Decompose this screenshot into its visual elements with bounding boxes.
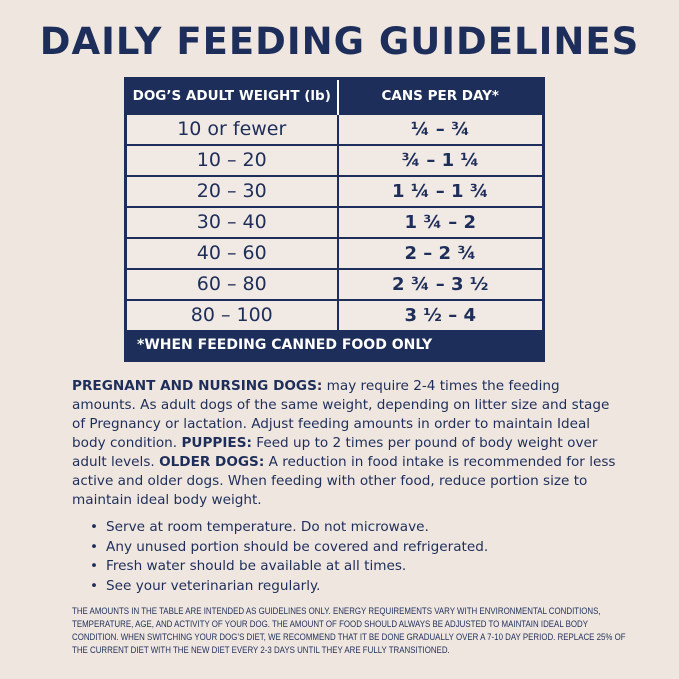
cans-cell: ¼ – ¾ bbox=[337, 112, 544, 145]
cans-cell: 1 ¾ – 2 bbox=[337, 205, 544, 238]
table-row: 80 – 100 3 ½ – 4 bbox=[125, 298, 544, 331]
fine-print: THE AMOUNTS IN THE TABLE ARE INTENDED AS… bbox=[72, 606, 626, 655]
older-label: OLDER DOGS: bbox=[159, 454, 265, 470]
list-item: Fresh water should be available at all t… bbox=[90, 557, 488, 577]
table-row: 10 or fewer ¼ – ¾ bbox=[125, 112, 544, 145]
pregnant-text: may require 2-4 times the feeding amount… bbox=[72, 378, 610, 451]
table-row: 10 – 20 ¾ – 1 ¼ bbox=[125, 143, 544, 176]
list-item: See your veterinarian regularly. bbox=[90, 577, 488, 597]
guidance-paragraph: PREGNANT AND NURSING DOGS: may require 2… bbox=[72, 377, 617, 510]
weight-cell: 10 or fewer bbox=[125, 112, 339, 145]
header-weight: DOG’S ADULT WEIGHT (lb) bbox=[125, 78, 339, 114]
cans-cell: ¾ – 1 ¼ bbox=[337, 143, 544, 176]
table-footnote: *WHEN FEEDING CANNED FOOD ONLY bbox=[125, 329, 544, 361]
cans-cell: 3 ½ – 4 bbox=[337, 298, 544, 331]
list-item: Any unused portion should be covered and… bbox=[90, 538, 488, 558]
table-row: 20 – 30 1 ¼ – 1 ¾ bbox=[125, 174, 544, 207]
weight-cell: 20 – 30 bbox=[125, 174, 339, 207]
list-item: Serve at room temperature. Do not microw… bbox=[90, 518, 488, 538]
pregnant-label: PREGNANT AND NURSING DOGS: bbox=[72, 378, 323, 394]
feeding-table: DOG’S ADULT WEIGHT (lb) CANS PER DAY* 10… bbox=[124, 77, 545, 362]
weight-cell: 80 – 100 bbox=[125, 298, 339, 331]
puppies-label: PUPPIES: bbox=[181, 435, 252, 451]
older-text: A reduction in food intake is recommende… bbox=[72, 454, 616, 508]
table-row: 60 – 80 2 ¾ – 3 ½ bbox=[125, 267, 544, 300]
header-cans: CANS PER DAY* bbox=[337, 78, 544, 114]
weight-cell: 10 – 20 bbox=[125, 143, 339, 176]
table-header-row: DOG’S ADULT WEIGHT (lb) CANS PER DAY* bbox=[125, 78, 544, 114]
table-row: 30 – 40 1 ¾ – 2 bbox=[125, 205, 544, 238]
tips-list: Serve at room temperature. Do not microw… bbox=[90, 518, 488, 596]
weight-cell: 30 – 40 bbox=[125, 205, 339, 238]
cans-cell: 2 ¾ – 3 ½ bbox=[337, 267, 544, 300]
weight-cell: 60 – 80 bbox=[125, 267, 339, 300]
puppies-text: Feed up to 2 times per pound of body wei… bbox=[72, 435, 598, 470]
cans-cell: 1 ¼ – 1 ¾ bbox=[337, 174, 544, 207]
page-title: DAILY FEEDING GUIDELINES bbox=[39, 20, 640, 63]
table-row: 40 – 60 2 – 2 ¾ bbox=[125, 236, 544, 269]
cans-cell: 2 – 2 ¾ bbox=[337, 236, 544, 269]
weight-cell: 40 – 60 bbox=[125, 236, 339, 269]
